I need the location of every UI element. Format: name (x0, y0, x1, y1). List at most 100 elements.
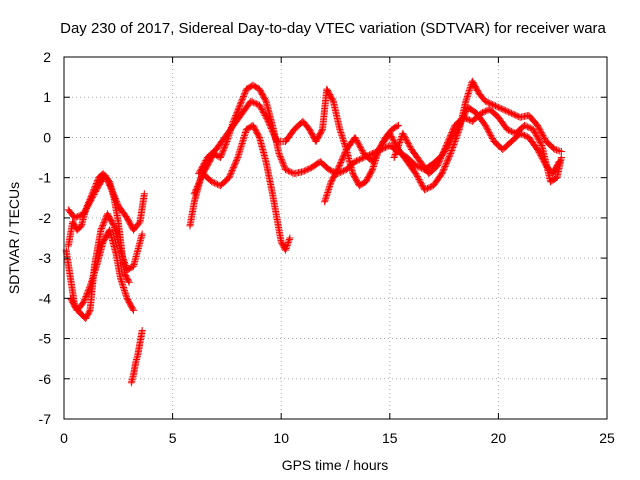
data-point (481, 107, 489, 115)
data-point (119, 284, 127, 292)
data-point (267, 123, 275, 131)
data-point (86, 196, 94, 204)
data-point (221, 142, 229, 150)
data-point (258, 106, 266, 114)
data-point (354, 139, 362, 147)
data-point (200, 159, 208, 167)
data-point (334, 166, 342, 174)
data-point (355, 156, 363, 164)
data-point (228, 168, 236, 176)
data-point (195, 178, 203, 186)
series-track-j (390, 105, 565, 186)
data-point (129, 305, 137, 313)
data-point (537, 140, 545, 148)
data-point (85, 284, 93, 292)
data-point (284, 240, 292, 248)
y-tick-label: 2 (43, 49, 51, 65)
data-point (337, 130, 345, 138)
data-point (336, 127, 344, 135)
data-point (199, 161, 207, 169)
data-point (441, 162, 449, 170)
data-point (444, 155, 452, 163)
data-point (462, 96, 470, 104)
data-point (466, 85, 474, 93)
data-point (487, 132, 495, 140)
data-point (440, 146, 448, 154)
data-point (403, 137, 411, 145)
data-point (72, 213, 80, 221)
data-point (138, 327, 146, 335)
data-point (370, 161, 378, 169)
data-point (373, 149, 381, 157)
data-point (439, 167, 447, 175)
data-point (416, 177, 424, 185)
data-point (321, 198, 329, 206)
data-point (195, 180, 203, 188)
data-point (88, 191, 96, 199)
data-point (305, 165, 313, 173)
data-point (226, 172, 234, 180)
data-point (90, 185, 98, 193)
data-point (369, 163, 377, 171)
data-point (486, 130, 494, 138)
data-point (438, 170, 446, 178)
data-point (85, 197, 93, 205)
data-point (506, 109, 514, 117)
data-point (276, 151, 284, 159)
data-point (94, 177, 102, 185)
data-point (322, 193, 330, 201)
data-point (448, 129, 456, 137)
data-point (535, 136, 543, 144)
data-point (302, 166, 310, 174)
y-axis-label: SDTVAR / TECUs (6, 182, 22, 294)
data-point (326, 182, 334, 190)
x-tick-label: 25 (599, 430, 615, 446)
data-point (437, 153, 445, 161)
data-point (88, 276, 96, 284)
data-point (487, 100, 495, 108)
x-tick-label: 0 (60, 430, 68, 446)
data-point (450, 139, 458, 147)
data-point (83, 290, 91, 298)
data-point (461, 114, 469, 122)
data-point (538, 130, 546, 138)
data-point (217, 152, 225, 160)
x-axis-label: GPS time / hours (282, 457, 389, 473)
data-point (329, 96, 337, 104)
data-point (90, 270, 98, 278)
data-point (519, 131, 527, 139)
data-point (87, 193, 95, 201)
data-point (201, 158, 209, 166)
data-point (197, 165, 205, 173)
data-point (556, 147, 564, 155)
data-point (404, 140, 412, 148)
data-point (466, 83, 474, 91)
data-point (248, 98, 256, 106)
data-point (130, 306, 138, 314)
data-point (437, 154, 445, 162)
data-point (529, 125, 537, 133)
data-point (450, 124, 458, 132)
data-point (463, 115, 471, 123)
data-point (321, 196, 329, 204)
data-point (257, 104, 265, 112)
data-point (84, 288, 92, 296)
data-point (374, 147, 382, 155)
data-point (444, 137, 452, 145)
data-point (283, 243, 291, 251)
data-point (534, 147, 542, 155)
data-point (445, 152, 453, 160)
data-point (396, 138, 404, 146)
data-point (417, 178, 425, 186)
data-point (240, 91, 248, 99)
data-point (426, 183, 434, 191)
data-point (358, 147, 366, 155)
data-point (138, 230, 146, 238)
data-point (387, 132, 395, 140)
data-point (264, 117, 272, 125)
data-point (194, 181, 202, 189)
data-point (247, 97, 255, 105)
data-point (534, 123, 542, 131)
data-point (390, 154, 398, 162)
data-point (526, 124, 534, 132)
